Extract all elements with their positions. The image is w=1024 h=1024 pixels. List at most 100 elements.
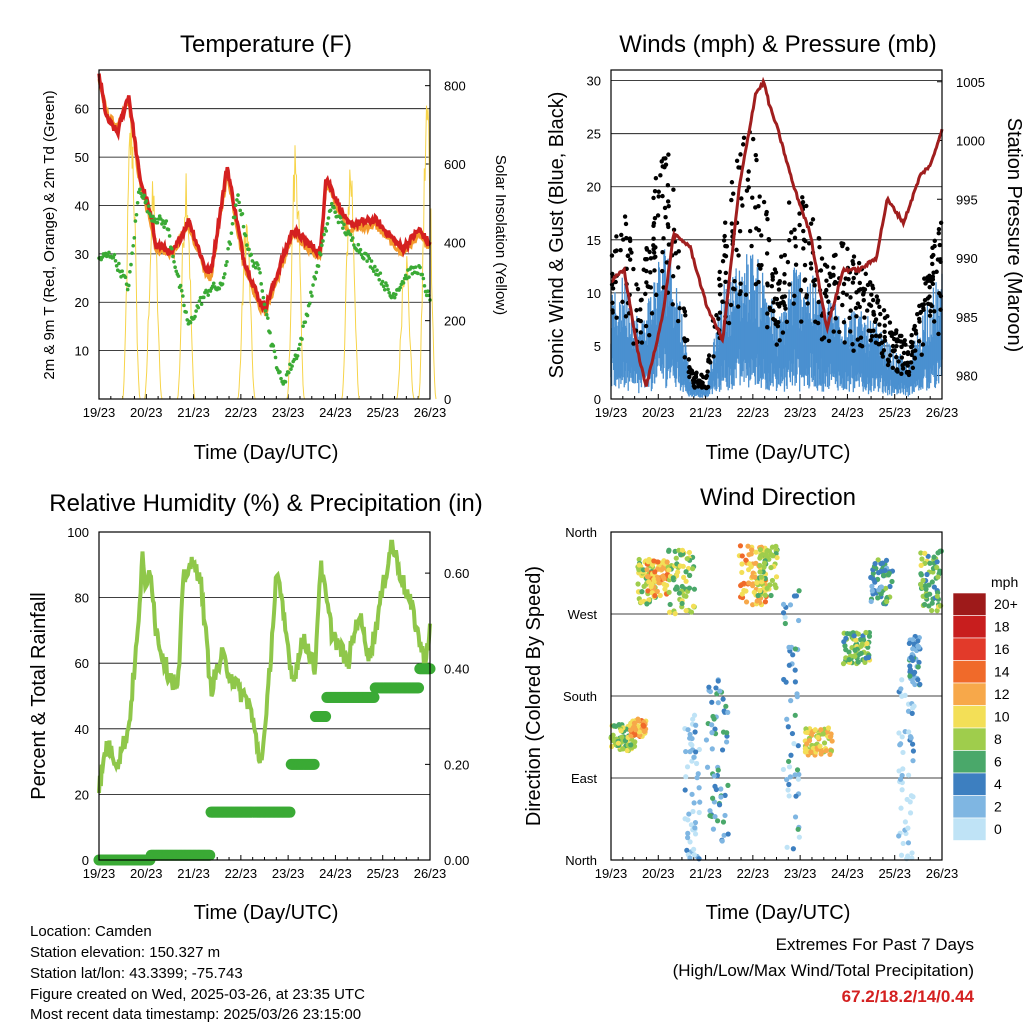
dewpoint-point	[332, 205, 336, 210]
gust-point	[783, 306, 788, 311]
gust-point	[833, 316, 838, 321]
direction-point	[922, 550, 928, 556]
gust-point	[718, 282, 723, 288]
direction-point	[863, 629, 869, 636]
right-tick-label: 985	[956, 310, 978, 325]
direction-point	[915, 677, 921, 683]
y-tick-label: 50	[75, 150, 89, 165]
direction-point	[918, 562, 924, 568]
gust-point	[776, 319, 781, 325]
gust-point	[741, 135, 747, 141]
gust-point	[746, 185, 751, 190]
gust-point	[865, 308, 870, 313]
gust-point	[898, 339, 904, 344]
dewpoint-point	[290, 364, 294, 368]
gust-point	[841, 319, 847, 325]
pressure-line	[610, 76, 944, 387]
x-tick-label: 19/23	[83, 405, 116, 420]
gust-point	[686, 357, 692, 362]
gust-point	[878, 311, 883, 317]
gust-point	[660, 193, 665, 199]
y-tick-label: 30	[75, 247, 89, 262]
direction-point	[842, 643, 848, 649]
right-tick-label: 0.00	[444, 853, 469, 868]
direction-point	[670, 575, 676, 581]
direction-point	[910, 636, 916, 643]
direction-point	[655, 559, 661, 565]
gust-point	[870, 286, 876, 291]
gust-point	[916, 339, 922, 344]
direction-point	[722, 812, 728, 819]
dewpoint-point	[313, 277, 318, 281]
direction-point	[679, 600, 685, 607]
gust-point	[651, 250, 657, 255]
gust-point	[847, 315, 852, 321]
gust-point	[663, 162, 669, 167]
gust-point	[787, 238, 792, 243]
gust-point	[793, 262, 799, 267]
direction-point	[796, 771, 802, 778]
gust-point	[770, 277, 775, 282]
gust-point	[899, 355, 905, 360]
x-tick-label: 24/23	[831, 866, 864, 881]
direction-point	[690, 808, 696, 815]
legend-swatch	[952, 637, 987, 661]
direction-point	[882, 567, 888, 574]
gust-point	[723, 220, 728, 225]
direction-point	[795, 776, 801, 782]
dewpoint-point	[369, 259, 374, 263]
gust-point	[740, 142, 746, 147]
dewpoint-point	[289, 367, 293, 371]
gust-point	[901, 350, 907, 356]
direction-point	[664, 559, 670, 565]
direction-point	[934, 564, 940, 571]
gust-point	[877, 304, 882, 310]
precip-point	[320, 711, 332, 723]
dewpoint-point	[162, 225, 166, 229]
dewpoint-point	[167, 234, 172, 238]
gust-point	[799, 319, 804, 324]
gust-point	[870, 297, 876, 303]
gust-point	[786, 200, 792, 205]
gust-point	[699, 384, 704, 389]
dewpoint-point	[373, 264, 377, 269]
direction-point	[922, 582, 928, 589]
speed-legend: 20+ 18 16 14 12 10 8 6 4 2 0	[952, 592, 1018, 841]
direction-point	[935, 574, 941, 580]
y-tick-label: 30	[587, 74, 601, 89]
gust-point	[867, 302, 872, 307]
gust-point	[705, 369, 710, 374]
gust-point	[801, 237, 807, 242]
direction-point	[655, 576, 661, 582]
gust-point	[837, 329, 842, 335]
dewpoint-point	[322, 232, 326, 237]
direction-point	[689, 758, 695, 764]
gust-point	[833, 252, 838, 258]
gust-point	[765, 283, 770, 288]
gust-point	[927, 274, 933, 279]
direction-point	[773, 574, 780, 580]
gust-point	[927, 284, 932, 290]
direction-point	[880, 572, 887, 578]
x-tick-label: 24/23	[319, 866, 352, 881]
direction-point	[644, 566, 650, 573]
direction-point	[927, 560, 933, 566]
gust-point	[634, 308, 639, 313]
dewpoint-point	[139, 191, 143, 196]
gust-point	[797, 222, 802, 228]
x-tick-label: 24/23	[319, 405, 352, 420]
direction-point	[707, 688, 714, 695]
direction-point	[684, 847, 690, 853]
insolation-line	[237, 224, 256, 400]
dewpoint-point	[241, 224, 246, 229]
dewpoint-point	[160, 222, 164, 226]
direction-point	[904, 796, 910, 803]
gust-point	[739, 196, 744, 201]
direction-point	[787, 774, 793, 780]
direction-point	[875, 570, 882, 576]
right-tick-label: 0.40	[444, 662, 469, 677]
direction-point	[689, 791, 695, 797]
gust-point	[894, 328, 899, 333]
dewpoint-point	[157, 214, 162, 218]
x-tick-label: 22/23	[737, 405, 770, 420]
